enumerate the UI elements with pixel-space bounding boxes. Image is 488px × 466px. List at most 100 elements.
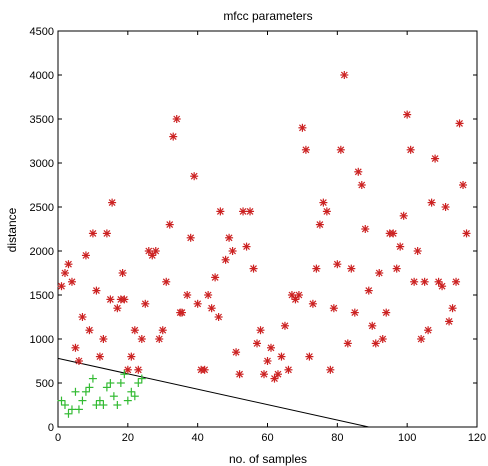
star-marker-point bbox=[242, 242, 251, 251]
star-marker-point bbox=[378, 335, 387, 343]
star-marker-point bbox=[347, 264, 356, 273]
star-marker-point bbox=[137, 335, 146, 343]
star-marker-point bbox=[375, 269, 384, 277]
star-marker-point bbox=[88, 229, 97, 238]
x-tick-label: 20 bbox=[122, 432, 134, 444]
star-marker-point bbox=[424, 326, 433, 335]
star-marker-point bbox=[200, 365, 209, 374]
star-marker-point bbox=[336, 145, 345, 154]
star-marker-point bbox=[134, 365, 143, 374]
x-tick-label: 60 bbox=[261, 432, 273, 444]
star-marker-point bbox=[263, 357, 272, 365]
y-tick-label: 1500 bbox=[30, 290, 54, 302]
star-marker-point bbox=[326, 365, 335, 374]
star-marker-point bbox=[102, 229, 111, 238]
star-marker-point bbox=[301, 145, 310, 154]
star-marker-point bbox=[280, 321, 289, 330]
star-marker-point bbox=[71, 343, 80, 352]
plus-marker-point bbox=[116, 379, 125, 387]
star-marker-point bbox=[155, 335, 164, 343]
star-marker-point bbox=[67, 277, 76, 286]
star-marker-point bbox=[368, 321, 377, 330]
x-tick-label: 80 bbox=[331, 432, 343, 444]
x-tick-label: 100 bbox=[398, 432, 416, 444]
plus-marker-point bbox=[113, 401, 122, 409]
star-marker-point bbox=[130, 326, 139, 335]
star-marker-point bbox=[270, 374, 279, 383]
star-marker-point bbox=[266, 343, 275, 352]
star-marker-point bbox=[193, 299, 202, 308]
star-marker-point bbox=[322, 207, 331, 216]
plus-marker-point bbox=[99, 401, 108, 409]
star-marker-point bbox=[260, 370, 269, 379]
plot-area bbox=[57, 30, 478, 428]
star-marker-point bbox=[151, 247, 160, 255]
plus-marker-point bbox=[130, 392, 139, 401]
series-0 bbox=[57, 71, 471, 383]
plus-marker-point bbox=[102, 383, 111, 392]
star-marker-point bbox=[216, 207, 225, 216]
star-marker-point bbox=[420, 277, 429, 286]
star-marker-point bbox=[410, 277, 419, 286]
y-tick-label: 0 bbox=[48, 422, 54, 434]
plus-marker-point bbox=[71, 387, 80, 396]
star-marker-point bbox=[148, 251, 157, 260]
star-marker-point bbox=[228, 247, 237, 255]
star-marker-point bbox=[291, 295, 300, 304]
star-marker-point bbox=[204, 291, 213, 299]
plus-marker-point bbox=[78, 396, 87, 405]
star-marker-point bbox=[287, 291, 296, 299]
ticks-layer: 0 20 40 60 80 100 120 0 500 1000 1500 2000 2500 3000 3… bbox=[30, 26, 487, 444]
star-marker-point bbox=[78, 313, 87, 321]
plus-marker-point bbox=[85, 383, 94, 392]
decision-line bbox=[57, 357, 369, 428]
star-marker-point bbox=[445, 317, 454, 326]
star-marker-point bbox=[452, 277, 461, 286]
star-marker-point bbox=[333, 260, 342, 269]
star-marker-point bbox=[273, 370, 282, 379]
star-marker-point bbox=[95, 352, 104, 361]
star-marker-point bbox=[106, 295, 115, 304]
star-marker-point bbox=[382, 308, 391, 317]
star-marker-point bbox=[371, 339, 380, 348]
star-marker-point bbox=[399, 211, 408, 220]
star-marker-point bbox=[256, 326, 265, 335]
plus-marker-point bbox=[120, 370, 129, 379]
plus-marker-point bbox=[57, 396, 66, 405]
plus-marker-point bbox=[134, 379, 143, 387]
star-marker-point bbox=[225, 233, 234, 242]
y-tick-label: 2500 bbox=[30, 202, 54, 214]
y-tick-label: 4500 bbox=[30, 26, 54, 38]
star-marker-point bbox=[190, 172, 199, 181]
star-marker-point bbox=[392, 264, 401, 273]
star-marker-point bbox=[172, 115, 181, 123]
plus-marker-point bbox=[95, 396, 104, 405]
star-marker-point bbox=[239, 207, 248, 216]
star-marker-point bbox=[207, 304, 216, 313]
star-marker-point bbox=[141, 299, 150, 308]
plus-marker-point bbox=[109, 392, 118, 401]
star-marker-point bbox=[389, 229, 398, 238]
star-marker-point bbox=[431, 154, 440, 163]
star-marker-point bbox=[81, 251, 90, 260]
y-tick-label: 2000 bbox=[30, 246, 54, 258]
star-marker-point bbox=[162, 277, 171, 286]
star-marker-point bbox=[277, 352, 286, 361]
plus-marker-point bbox=[123, 396, 132, 405]
star-marker-point bbox=[441, 203, 450, 211]
star-marker-point bbox=[92, 286, 101, 295]
star-marker-point bbox=[413, 247, 422, 255]
star-marker-point bbox=[235, 370, 244, 379]
y-tick-label: 3500 bbox=[30, 114, 54, 126]
plus-marker-point bbox=[106, 379, 115, 387]
star-marker-point bbox=[462, 229, 471, 238]
star-marker-point bbox=[284, 365, 293, 374]
chart-title: mfcc parameters bbox=[223, 9, 312, 23]
star-marker-point bbox=[434, 277, 443, 286]
star-marker-point bbox=[438, 282, 447, 291]
x-axis-label: no. of samples bbox=[229, 452, 307, 466]
series-1 bbox=[57, 370, 146, 418]
star-marker-point bbox=[308, 299, 317, 308]
star-marker-point bbox=[64, 260, 73, 269]
star-marker-point bbox=[357, 181, 366, 189]
